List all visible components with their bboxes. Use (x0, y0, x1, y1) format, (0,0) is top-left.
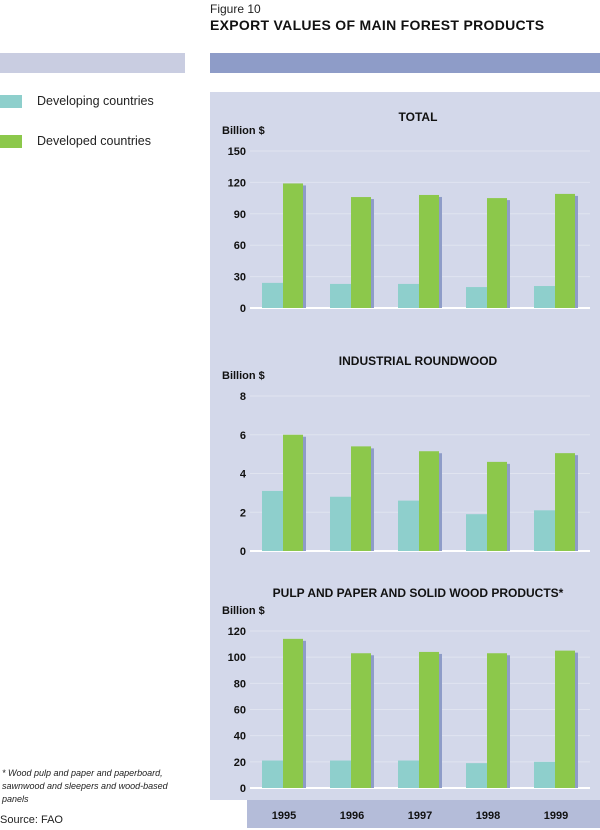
y-tick-label: 90 (234, 209, 246, 221)
y-axis-label: Billion $ (222, 605, 265, 617)
y-tick-label: 80 (234, 678, 246, 690)
bar-developed-1995 (283, 638, 303, 788)
x-tick-label: 1996 (340, 810, 364, 822)
bar-developing-1996 (330, 760, 351, 788)
bar-developed-1996 (351, 653, 371, 788)
y-tick-label: 20 (234, 757, 246, 769)
bar-developed-1999 (555, 650, 575, 788)
header-band-right (210, 53, 600, 73)
bar-developing-1995 (262, 760, 283, 788)
bar-developing-1995 (262, 282, 283, 308)
y-axis-label: Billion $ (222, 125, 265, 137)
bar-developing-1998 (466, 514, 487, 551)
bar-developing-1995 (262, 490, 283, 551)
x-tick-label: 1998 (476, 810, 500, 822)
bar-developing-1998 (466, 287, 487, 308)
y-tick-label: 0 (240, 783, 246, 795)
bar-developed-1996 (351, 446, 371, 551)
bar-developed-1997 (419, 194, 439, 308)
bar-developing-1996 (330, 496, 351, 551)
bar-developed-1999 (555, 453, 575, 551)
y-tick-label: 6 (240, 430, 246, 442)
bar-developing-1996 (330, 283, 351, 308)
x-tick-label: 1995 (272, 810, 296, 822)
bar-developed-1997 (419, 451, 439, 551)
chart-title: TOTAL (399, 110, 438, 124)
y-tick-label: 60 (234, 705, 246, 717)
y-axis-label: Billion $ (222, 370, 265, 382)
y-tick-label: 2 (240, 507, 246, 519)
x-tick-label: 1997 (408, 810, 432, 822)
bar-developed-1998 (487, 653, 507, 788)
bar-developed-1997 (419, 651, 439, 788)
y-tick-label: 120 (228, 626, 246, 638)
chart-title: PULP AND PAPER AND SOLID WOOD PRODUCTS* (273, 586, 564, 600)
x-tick-label: 1999 (544, 810, 568, 822)
legend-label: Developed countries (37, 134, 151, 148)
bar-developing-1999 (534, 286, 555, 308)
bar-developing-1999 (534, 761, 555, 788)
legend-swatch-developing (0, 95, 22, 108)
bar-developing-1997 (398, 760, 419, 788)
y-tick-label: 30 (234, 272, 246, 284)
y-tick-label: 8 (240, 391, 246, 403)
y-tick-label: 0 (240, 303, 246, 315)
y-tick-label: 60 (234, 240, 246, 252)
year-axis-band (247, 800, 600, 828)
bar-developing-1998 (466, 763, 487, 788)
y-tick-label: 4 (240, 469, 247, 481)
bar-developing-1997 (398, 283, 419, 308)
bar-developing-1997 (398, 500, 419, 551)
header-band-left (0, 53, 185, 73)
y-tick-label: 100 (228, 652, 246, 664)
chart-panel (210, 92, 600, 800)
bar-developing-1999 (534, 510, 555, 551)
chart-title: INDUSTRIAL ROUNDWOOD (339, 354, 498, 368)
bar-developed-1995 (283, 434, 303, 551)
y-tick-label: 150 (228, 146, 246, 158)
bar-developed-1996 (351, 197, 371, 308)
y-tick-label: 120 (228, 177, 246, 189)
bar-developed-1995 (283, 183, 303, 308)
legend-swatch-developed (0, 135, 22, 148)
y-tick-label: 40 (234, 731, 246, 743)
source: Source: FAO (0, 814, 63, 826)
footnote: * Wood pulp and paper and paperboard, sa… (2, 768, 168, 804)
figure-title: EXPORT VALUES OF MAIN FOREST PRODUCTS (210, 17, 545, 33)
bar-developed-1998 (487, 461, 507, 551)
bar-developed-1998 (487, 198, 507, 308)
bar-developed-1999 (555, 193, 575, 308)
figure-label: Figure 10 (210, 2, 261, 16)
legend-label: Developing countries (37, 94, 154, 108)
y-tick-label: 0 (240, 546, 246, 558)
